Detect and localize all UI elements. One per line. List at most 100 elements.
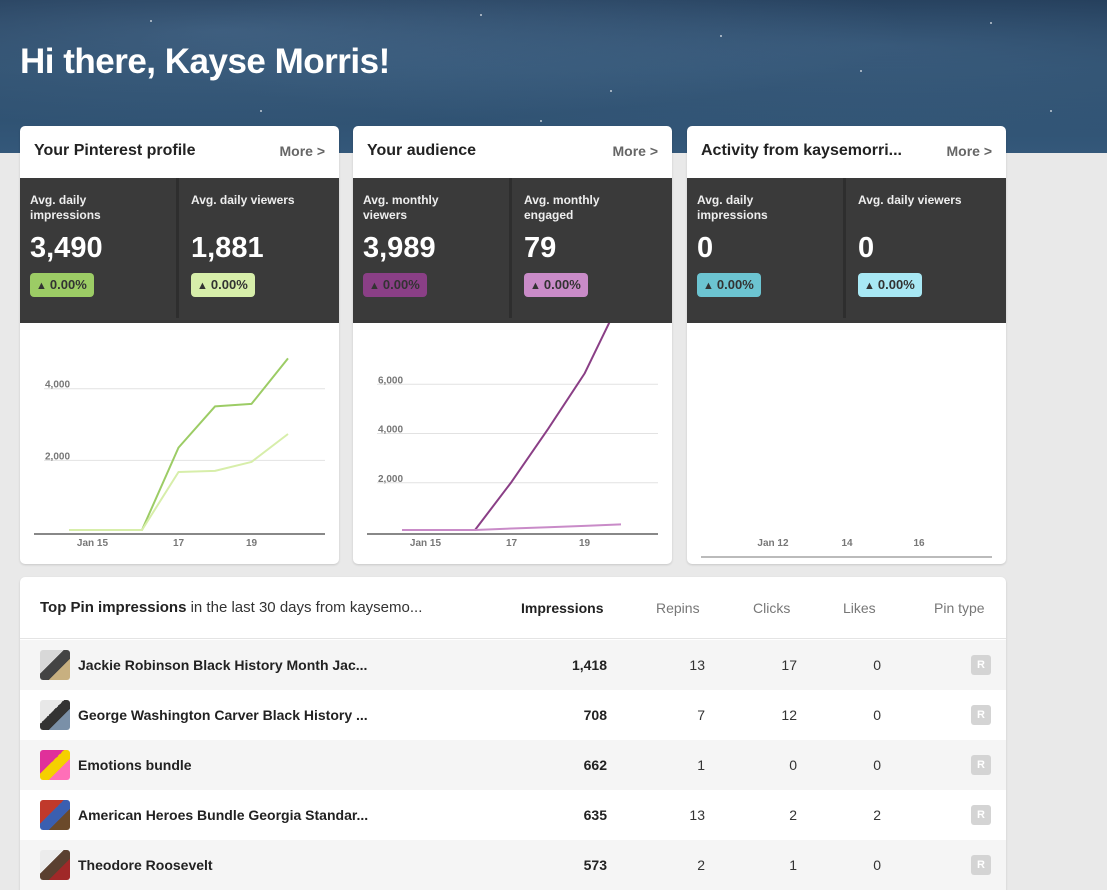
- change-badge: ▲ 0.00%: [858, 273, 922, 297]
- clicks-value: 1: [789, 857, 797, 873]
- x-tick-label: 17: [506, 538, 518, 549]
- series-line-1: [69, 357, 289, 531]
- change-value: 0.00%: [716, 277, 754, 292]
- table-row[interactable]: George Washington Carver Black History .…: [20, 690, 1006, 740]
- pin-thumbnail[interactable]: [40, 650, 70, 680]
- arrow-up-icon: ▲: [36, 280, 47, 292]
- arrow-up-icon: ▲: [530, 280, 541, 292]
- stat-value: 3,490: [30, 232, 103, 264]
- more-link[interactable]: More >: [946, 143, 992, 159]
- pin-thumbnail[interactable]: [40, 850, 70, 880]
- line-chart: Jan 12 14 16: [701, 538, 992, 558]
- likes-value: 0: [873, 857, 881, 873]
- pin-type-badge: R: [971, 855, 991, 875]
- column-header-impressions[interactable]: Impressions: [521, 600, 604, 616]
- clicks-value: 0: [789, 757, 797, 773]
- arrow-up-icon: ▲: [864, 280, 875, 292]
- x-tick-label: 19: [579, 538, 591, 549]
- change-value: 0.00%: [49, 277, 87, 292]
- pin-title[interactable]: Jackie Robinson Black History Month Jac.…: [78, 657, 368, 673]
- stat-label: Avg. daily viewers: [191, 193, 295, 207]
- likes-value: 2: [873, 807, 881, 823]
- pin-thumbnail[interactable]: [40, 750, 70, 780]
- impressions-value: 662: [583, 757, 607, 773]
- repins-value: 13: [689, 657, 705, 673]
- pin-title[interactable]: Emotions bundle: [78, 757, 192, 773]
- clicks-value: 12: [781, 707, 797, 723]
- line-chart: 4,000 2,000 Jan 15 17 19: [34, 357, 325, 549]
- column-header-repins[interactable]: Repins: [656, 600, 700, 616]
- x-tick-label: 14: [841, 538, 853, 549]
- stat-label: Avg. daily impressions: [697, 193, 768, 222]
- y-tick-label: 2,000: [378, 474, 403, 485]
- repins-value: 1: [697, 757, 705, 773]
- card-title: Your Pinterest profile: [34, 142, 196, 159]
- pin-title[interactable]: American Heroes Bundle Georgia Standar..…: [78, 807, 369, 823]
- arrow-up-icon: ▲: [703, 280, 714, 292]
- top-pins-table: Top Pin impressions in the last 30 days …: [20, 577, 1006, 890]
- arrow-up-icon: ▲: [369, 280, 380, 292]
- table-header: Top Pin impressions in the last 30 days …: [20, 577, 1006, 639]
- divider: [176, 178, 179, 318]
- stat-avg-monthly-engaged: Avg. monthly engaged 79 ▲ 0.00%: [510, 178, 667, 323]
- line-chart: 6,000 4,000 2,000 Jan 15 17 19: [367, 323, 658, 549]
- series-line-1: [402, 323, 611, 531]
- series-line-2: [69, 433, 289, 531]
- stat-value: 1,881: [191, 232, 264, 264]
- audience-chart: 6,000 4,000 2,000 Jan 15 17 19: [353, 323, 672, 564]
- pin-type-badge: R: [971, 755, 991, 775]
- activity-chart: Jan 12 14 16: [687, 323, 1006, 564]
- repins-value: 2: [697, 857, 705, 873]
- y-tick-label: 6,000: [378, 375, 403, 386]
- y-tick-label: 4,000: [378, 425, 403, 436]
- likes-value: 0: [873, 707, 881, 723]
- change-badge: ▲ 0.00%: [363, 273, 427, 297]
- x-tick-label: 19: [246, 538, 258, 549]
- stat-value: 0: [697, 232, 714, 264]
- change-value: 0.00%: [877, 277, 915, 292]
- series-line-2: [402, 523, 622, 531]
- table-title: Top Pin impressions in the last 30 days …: [40, 599, 422, 616]
- x-tick-label: Jan 15: [410, 538, 442, 549]
- more-link[interactable]: More >: [279, 143, 325, 159]
- arrow-up-icon: ▲: [197, 280, 208, 292]
- table-title-rest: in the last 30 days from kaysemo...: [186, 599, 423, 616]
- stat-label: Avg. daily impressions: [30, 193, 101, 222]
- stat-label: Avg. monthly viewers: [363, 193, 439, 222]
- likes-value: 0: [873, 757, 881, 773]
- change-badge: ▲ 0.00%: [30, 273, 94, 297]
- column-header-clicks[interactable]: Clicks: [753, 600, 791, 616]
- pin-title[interactable]: Theodore Roosevelt: [78, 857, 213, 873]
- clicks-value: 17: [781, 657, 797, 673]
- pin-thumbnail[interactable]: [40, 800, 70, 830]
- stats-panel: Avg. monthly viewers 3,989 ▲ 0.00% Avg. m…: [353, 178, 672, 323]
- column-header-pin-type[interactable]: Pin type: [934, 600, 985, 616]
- impressions-value: 1,418: [571, 657, 607, 673]
- column-header-likes[interactable]: Likes: [843, 600, 876, 616]
- table-row[interactable]: American Heroes Bundle Georgia Standar..…: [20, 790, 1006, 840]
- change-badge: ▲ 0.00%: [697, 273, 761, 297]
- table-row[interactable]: Theodore Roosevelt 573 2 1 0 R: [20, 840, 1006, 890]
- x-tick-label: 17: [173, 538, 185, 549]
- x-tick-label: 16: [913, 538, 925, 549]
- impressions-value: 635: [583, 807, 607, 823]
- repins-value: 13: [689, 807, 705, 823]
- card-your-audience: Your audience More > Avg. monthly viewer…: [353, 126, 672, 564]
- card-title: Your audience: [367, 142, 477, 159]
- clicks-value: 2: [789, 807, 797, 823]
- table-row[interactable]: Emotions bundle 662 1 0 0 R: [20, 740, 1006, 790]
- pin-thumbnail[interactable]: [40, 700, 70, 730]
- change-value: 0.00%: [210, 277, 248, 292]
- page-greeting: Hi there, Kayse Morris!: [20, 42, 390, 81]
- table-row[interactable]: Jackie Robinson Black History Month Jac.…: [20, 640, 1006, 690]
- profile-chart: 4,000 2,000 Jan 15 17 19: [20, 323, 339, 564]
- more-link[interactable]: More >: [612, 143, 658, 159]
- pin-title[interactable]: George Washington Carver Black History .…: [78, 707, 368, 723]
- stat-label: Avg. daily viewers: [858, 193, 962, 207]
- divider: [509, 178, 512, 318]
- stat-avg-daily-viewers: Avg. daily viewers 1,881 ▲ 0.00%: [177, 178, 334, 323]
- change-badge: ▲ 0.00%: [191, 273, 255, 297]
- table-title-bold: Top Pin impressions: [40, 599, 187, 616]
- stat-value: 79: [524, 232, 557, 264]
- x-tick-label: Jan 15: [77, 538, 109, 549]
